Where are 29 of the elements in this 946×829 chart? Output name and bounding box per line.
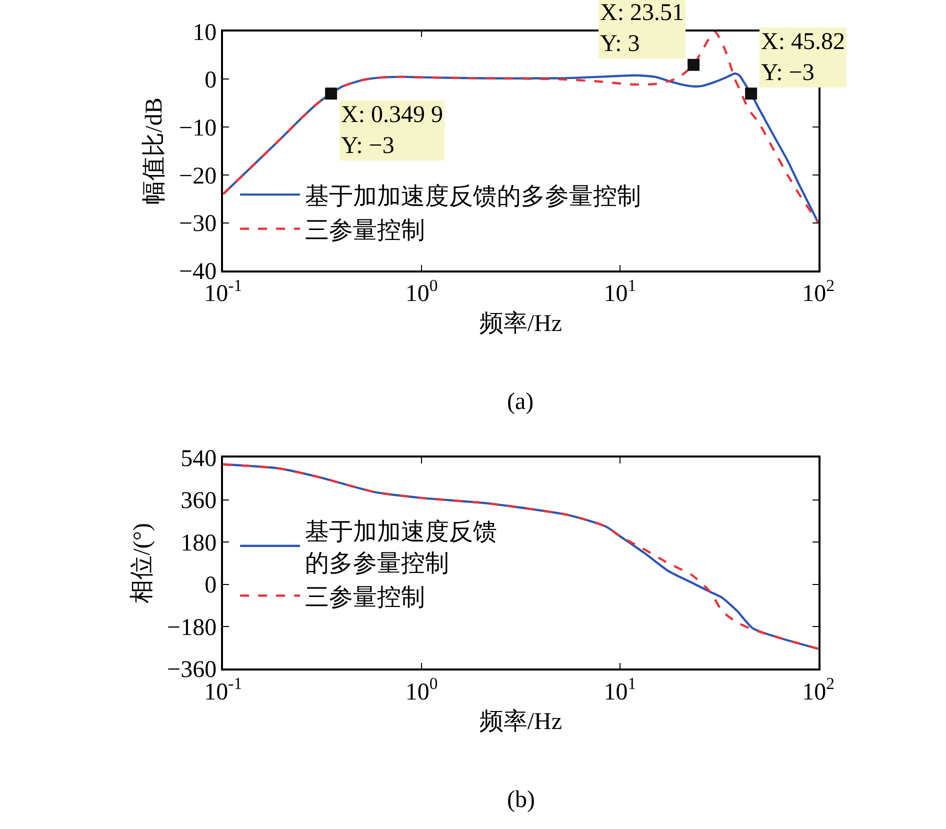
y-tick-label: 0 [204,572,217,599]
y-tick-label: 180 [180,530,217,556]
y-tick-label: −180 [167,614,217,641]
y-tick-label: 0 [204,68,217,94]
x-tick-label: 10$^{1}$ [604,276,636,308]
x-tick-label: 10$^{2}$ [802,674,834,706]
y-tick-label: 540 [180,446,217,472]
legend-label: 基于加加速度反馈的多参量控制 [305,518,498,577]
y-tick-label: 360 [180,488,217,514]
x-axis-title: 频率/Hz [479,310,562,337]
annotation: X: 23.51 Y: 3 [600,0,684,58]
y-tick-label: −10 [179,115,217,142]
x-axis-title: 频率/Hz [479,708,562,736]
x-tick-label: 10$^{0}$ [405,276,438,308]
text: (a) [507,389,534,415]
y-axis-title: 幅值比/dB [142,98,168,204]
text: (b) [507,787,535,813]
annotation: X: 45.82 Y: −3 [761,29,845,86]
legend-label: 三参量控制 [305,585,426,612]
x-tick-label: 10$^{1}$ [604,674,636,706]
legend-label: 三参量控制 [305,218,426,244]
x-tick-label: 10$^{0}$ [405,674,438,706]
x-tick-label: 10$^{2}$ [802,276,834,308]
y-tick-label: −20 [179,163,217,190]
y-tick-label: 10 [192,20,217,46]
legend-label: 基于加加速度反馈的多参量控制 [305,182,642,210]
y-tick-label: −30 [179,211,217,238]
annotation: X: 0.349 9 Y: −3 [341,102,443,160]
y-axis-title: 相位/(°) [130,523,156,604]
